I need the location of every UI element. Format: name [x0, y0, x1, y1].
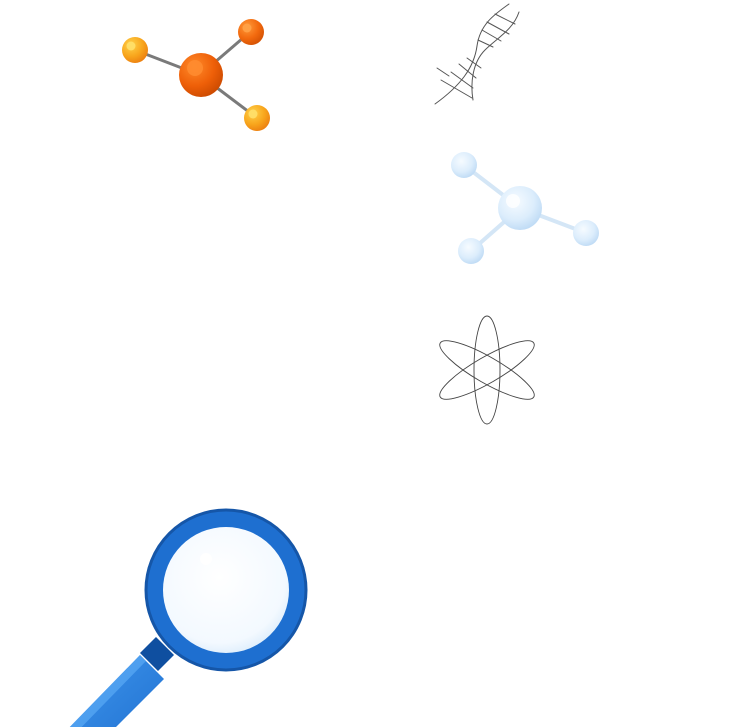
magnifier-lens [163, 527, 289, 653]
molecule-atom [122, 37, 148, 63]
blue-molecule-icon [451, 152, 599, 264]
molecule-atom [244, 105, 270, 131]
molecule-atom [238, 19, 264, 45]
dna-strand-right [471, 11, 520, 101]
orange-molecule-icon [122, 19, 270, 131]
atom-orbit [439, 340, 535, 400]
molecule-atom [458, 238, 484, 264]
dna-helix-icon [434, 3, 520, 105]
molecule-center-atom [179, 53, 223, 97]
atom-orbit [439, 340, 535, 400]
magnifying-glass-icon [69, 508, 308, 727]
molecule-atom [573, 220, 599, 246]
atom-icon [439, 315, 535, 425]
magnifier-neck [140, 637, 174, 671]
molecule-center-atom [498, 186, 542, 230]
atom-orbit [473, 315, 501, 425]
molecule-atom [451, 152, 477, 178]
dna-strand-left [434, 3, 510, 105]
